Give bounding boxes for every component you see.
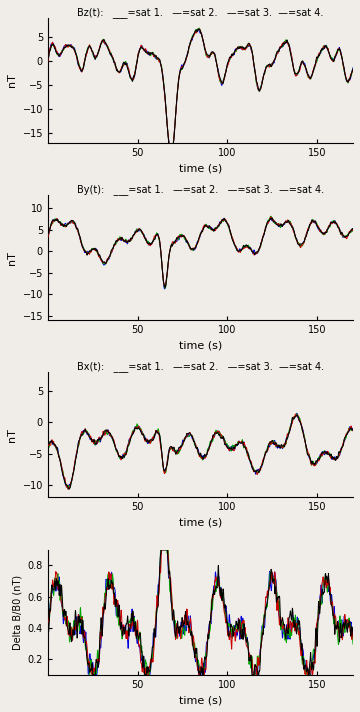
X-axis label: time (s): time (s): [179, 695, 222, 705]
Title: By(t):   ___=sat 1.   —=sat 2.   —=sat 3.  —=sat 4.: By(t): ___=sat 1. —=sat 2. —=sat 3. —=sa…: [77, 184, 324, 195]
Y-axis label: nT: nT: [7, 428, 17, 442]
X-axis label: time (s): time (s): [179, 163, 222, 173]
X-axis label: time (s): time (s): [179, 518, 222, 528]
Title: Bx(t):   ___=sat 1.   —=sat 2.   —=sat 3.  —=sat 4.: Bx(t): ___=sat 1. —=sat 2. —=sat 3. —=sa…: [77, 362, 324, 372]
Title: Bz(t):   ___=sat 1.   —=sat 2.   —=sat 3.  —=sat 4.: Bz(t): ___=sat 1. —=sat 2. —=sat 3. —=sa…: [77, 7, 324, 18]
Y-axis label: nT: nT: [7, 73, 17, 88]
Y-axis label: nT: nT: [7, 251, 17, 265]
X-axis label: time (s): time (s): [179, 340, 222, 350]
Y-axis label: Delta B/B0 (nT): Delta B/B0 (nT): [12, 575, 22, 650]
